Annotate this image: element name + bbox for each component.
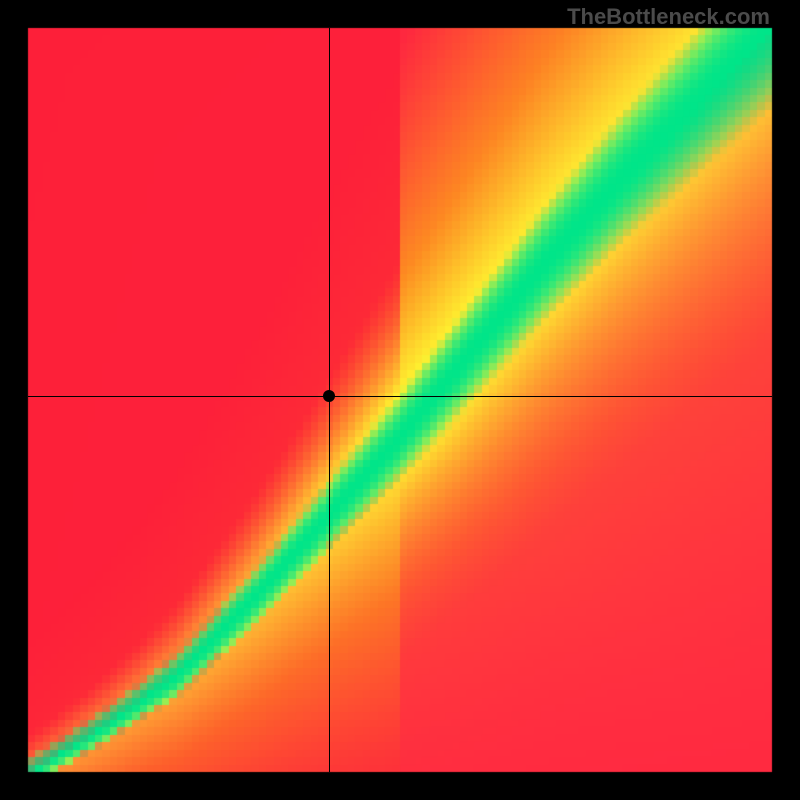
heatmap-canvas bbox=[0, 0, 800, 800]
watermark-text: TheBottleneck.com bbox=[567, 4, 770, 30]
crosshair-horizontal bbox=[28, 396, 772, 397]
chart-container: TheBottleneck.com bbox=[0, 0, 800, 800]
